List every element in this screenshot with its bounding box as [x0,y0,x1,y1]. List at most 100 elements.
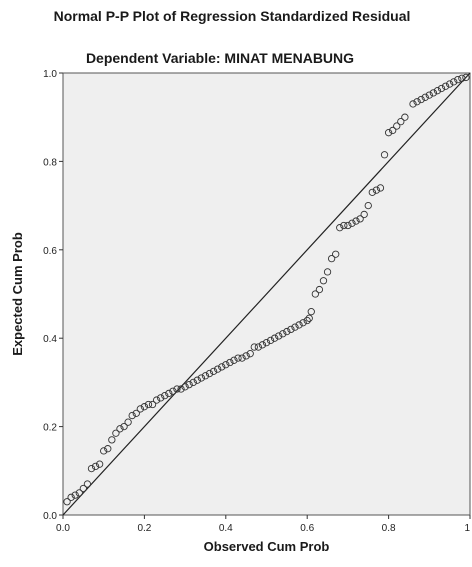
data-point [79,484,88,493]
data-point [205,369,214,378]
data-point [165,389,173,398]
data-point [250,343,258,351]
x-tick-label: 0.2 [137,523,151,534]
data-point [299,319,307,327]
data-point [169,387,177,395]
data-point [173,385,181,393]
chart-subtitle: Dependent Variable: MINAT MENABUNG [85,50,355,66]
data-point [340,221,348,230]
data-point [372,186,381,194]
data-point [218,363,226,371]
data-point [124,418,132,426]
data-point [67,493,75,501]
data-point [368,188,376,196]
data-point [100,447,108,455]
data-point [425,91,433,99]
data-point [209,367,218,375]
data-point [332,250,340,258]
data-point [336,224,344,232]
y-axis-label: Expected Cum Prob [10,232,25,356]
data-point [214,365,222,373]
data-point [87,464,96,473]
data-point [311,290,319,298]
data-point [152,396,161,404]
data-point [189,378,197,387]
data-point [116,425,124,433]
data-point [305,314,313,322]
data-point [458,74,466,82]
data-point [197,374,206,382]
data-point [454,75,462,84]
chart-title: Normal P-P Plot of Regression Standardiz… [53,8,411,24]
data-point [246,350,254,358]
data-point [376,184,385,192]
data-point [144,400,153,409]
data-point [307,308,315,316]
data-point [429,89,438,97]
x-tick-label: 0.8 [382,523,396,534]
data-point [222,361,230,369]
y-tick-label: 1.0 [43,69,57,80]
data-point [242,352,250,360]
data-point [75,489,83,497]
data-point [266,336,275,345]
x-tick-label: 0.4 [219,523,233,534]
data-point [323,268,332,276]
data-point [303,316,311,325]
data-point [95,460,104,468]
data-point [226,358,234,367]
data-point [108,436,116,444]
data-point [384,129,393,137]
data-point [148,400,157,409]
data-point [295,321,303,329]
data-point [287,325,295,334]
data-point [421,93,429,101]
data-point [238,354,246,362]
y-tick-label: 0.8 [43,157,57,168]
data-point [283,327,291,336]
data-point [356,215,364,223]
data-point [319,277,328,285]
y-tick-label: 0.0 [43,511,57,522]
data-point [104,445,112,453]
data-point [234,354,242,362]
data-point [262,338,271,347]
data-point [437,84,446,93]
data-point [71,491,79,499]
data-point [291,323,299,331]
data-point [132,409,140,417]
data-point [433,87,442,95]
data-point [161,392,169,400]
data-point [462,73,470,82]
x-tick-label: 0.6 [300,523,314,534]
data-point [185,380,193,389]
data-point [327,254,336,263]
data-point [120,422,128,431]
data-point [181,383,189,391]
data-point [140,403,149,411]
data-point [389,126,397,135]
data-point [315,285,324,294]
data-point [360,210,368,219]
data-point [157,394,165,402]
data-point [270,334,279,342]
data-point [409,100,417,108]
x-tick-label: 1 [464,523,470,534]
data-point [364,201,372,210]
data-point [417,95,425,104]
data-point [63,498,71,506]
reference-line [62,72,471,516]
data-point [91,462,100,471]
data-point [441,82,450,90]
data-point [413,98,421,106]
data-point [445,80,454,88]
data-point [83,480,92,488]
x-axis-label: Observed Cum Prob [204,539,330,554]
data-point [279,330,287,338]
data-point [254,343,263,351]
y-tick-label: 0.2 [43,423,57,434]
data-point [136,405,144,413]
data-point [275,332,283,340]
data-point [128,411,136,420]
